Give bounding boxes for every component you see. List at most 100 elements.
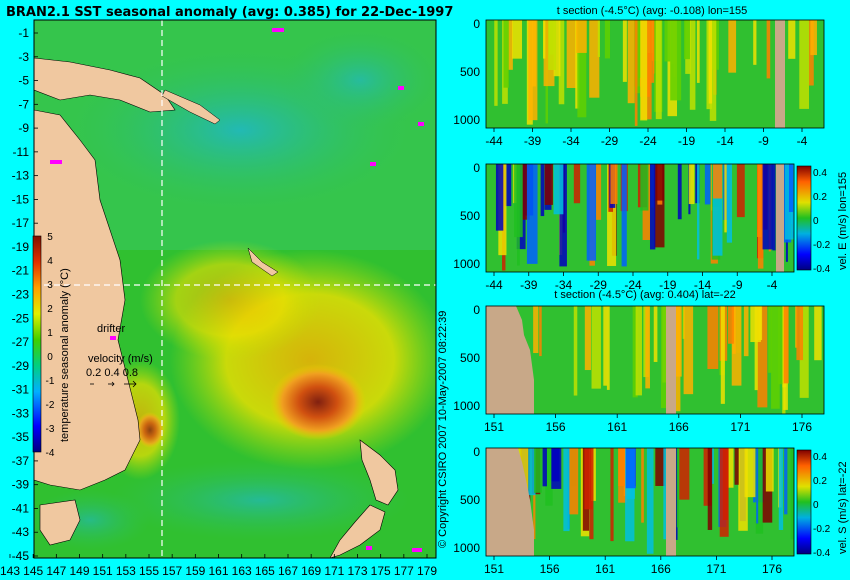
panel2-cb-label: vel. E (m/s) lon=155 (837, 172, 849, 270)
section-band (654, 164, 665, 248)
section-band (522, 164, 530, 220)
p2-x-tick-label: -14 (694, 278, 712, 292)
map-colorbar-tick-label: 0 (47, 352, 53, 363)
p4-cb-tick-label: -0.2 (813, 524, 831, 535)
section-band (514, 164, 523, 238)
map-lat-tick-label: -45 (12, 549, 30, 563)
section-band (790, 448, 794, 540)
section-band (731, 306, 742, 386)
section-band (603, 306, 608, 386)
section-band (507, 20, 513, 70)
section-band (575, 20, 580, 109)
p4-y-tick-label: 0 (473, 445, 480, 459)
section-band (683, 20, 690, 60)
section-band (573, 164, 581, 204)
section-band (683, 306, 694, 395)
p1-x-tick-label: -39 (524, 134, 542, 148)
section-band (632, 306, 638, 398)
section-band (653, 306, 658, 362)
section-band (544, 164, 553, 205)
section-band (545, 448, 553, 506)
section-band (607, 164, 617, 266)
map-lat-tick-label: -39 (12, 478, 30, 492)
p2-cb-tick-label: 0.4 (813, 168, 827, 179)
p2-x-tick-label: -19 (659, 278, 677, 292)
map-lon-tick-label: 161 (208, 564, 228, 578)
p4-x-tick-label: 161 (595, 562, 615, 576)
map-lat-tick-label: -11 (13, 145, 30, 159)
map-colorbar-tick-label: -1 (46, 376, 55, 387)
map-lat-tick-label: -27 (12, 335, 30, 349)
map-lat-tick-label: -15 (12, 192, 30, 206)
section-band (793, 164, 794, 232)
p4-x-tick-label: 166 (651, 562, 671, 576)
section-band (589, 20, 600, 98)
main-title: BRAN2.1 SST seasonal anomaly (avg: 0.385… (6, 5, 453, 20)
map-lat-ticks: -1 -3 -5 -7 -9 -11 -13 -15 -17 -19 -21 -23 -25 -27 -29… (12, 26, 38, 563)
p2-cb-tick-label: 0 (813, 216, 819, 227)
map-lat-tick-label: -43 (12, 525, 30, 539)
map-lon-tick-label: 167 (278, 564, 298, 578)
map-lat-tick-label: -19 (12, 240, 30, 254)
section-band (799, 20, 810, 109)
section-band (712, 164, 723, 256)
section-band (595, 164, 602, 220)
panel3-land-australia (486, 306, 534, 414)
p1-y-tick-label: 0 (473, 17, 480, 31)
section-band (671, 306, 682, 377)
p3-x-tick-label: 151 (484, 420, 504, 434)
section-band (641, 448, 644, 523)
section-band (627, 20, 635, 104)
section-band (755, 448, 764, 534)
section-panel-3: t section (-4.5°C) (avg: 0.404) lat=-22 … (453, 289, 825, 434)
section-band (736, 164, 745, 218)
section-band (573, 306, 578, 396)
section-band (586, 164, 597, 261)
section-band (676, 448, 680, 528)
map-lon-tick-label: 171 (324, 564, 344, 578)
section-band (796, 306, 804, 361)
section-band (795, 306, 798, 348)
section-band (618, 448, 625, 487)
land-nz-north (359, 439, 399, 506)
section-band (655, 20, 662, 120)
section-band (709, 20, 717, 121)
section-band (719, 448, 729, 537)
map-colorbar (32, 235, 42, 453)
map-lat-tick-label: -41 (12, 501, 30, 515)
section-band (589, 448, 594, 540)
map-colorbar-tick-label: -4 (46, 448, 55, 459)
section-band (768, 306, 772, 373)
map-lat-tick-label: -9 (18, 121, 29, 135)
section-band (664, 20, 671, 62)
map-panel: -1-3-5-7-9-11-13-15-17-19-21-23-25-27-29… (0, 19, 437, 578)
p1-x-tick-label: -19 (678, 134, 696, 148)
map-lon-tick-label: 145 (23, 564, 43, 578)
section-band (814, 306, 822, 361)
p2-x-tick-label: -44 (485, 278, 503, 292)
panel4-colorbar (796, 449, 812, 555)
map-lat-tick-label: -23 (12, 288, 30, 302)
p3-x-tick-label: 161 (607, 420, 627, 434)
land-nz-south (329, 504, 386, 558)
map-lon-tick-label: 143 (0, 564, 20, 578)
section-band (696, 20, 700, 83)
section-band (533, 306, 539, 354)
section-band (502, 164, 512, 207)
section-band (610, 164, 618, 204)
map-lon-tick-label: 155 (139, 564, 159, 578)
map-lat-tick-label: -13 (12, 169, 30, 183)
section-band (762, 164, 773, 250)
section-band (810, 20, 817, 56)
section-band (720, 306, 725, 404)
section-band (704, 164, 711, 205)
section-band (640, 164, 649, 211)
section-band (559, 164, 567, 267)
section-band (634, 20, 638, 126)
panel3-title: t section (-4.5°C) (avg: 0.404) lat=-22 (554, 289, 735, 301)
section-band (677, 164, 682, 220)
section-band (734, 448, 739, 485)
section-band (765, 448, 774, 492)
p3-x-tick-label: 171 (730, 420, 750, 434)
p1-x-tick-label: -34 (562, 134, 580, 148)
